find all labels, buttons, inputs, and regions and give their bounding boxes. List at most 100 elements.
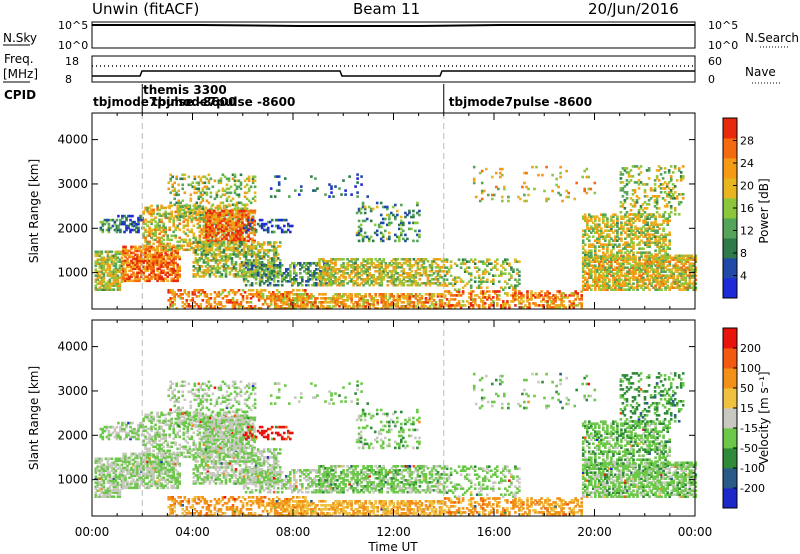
power-cell-507 [156,277,159,281]
power-cell-1679 [243,239,246,243]
power-cell-1195 [167,181,170,185]
power-cell-200 [99,228,103,232]
power-cell-1441 [247,199,251,203]
power-cell-253 [127,226,130,230]
power-cell-3902 [461,300,465,303]
power-cell-1611 [231,231,234,235]
power-cell-338 [130,279,133,283]
power-cell-2113 [262,255,266,258]
power-cell-1737 [253,221,256,225]
power-cell-362 [134,277,137,281]
power-cell-2118 [262,241,266,244]
power-cell-2546 [262,270,266,273]
power-cell-511 [156,267,159,271]
power-cell-3987 [506,292,509,295]
power-cell-749 [158,232,161,236]
power-cell-504 [154,251,157,255]
power-cell-110 [108,266,112,269]
power-cell-1496 [209,223,212,227]
power-cell-772 [162,238,165,242]
power-cell-1824 [208,275,212,278]
power-cell-1769 [196,245,200,248]
power-cell-1845 [212,265,216,268]
power-cell-1483 [207,225,210,229]
power-cell-1548 [219,235,222,239]
power-cell-1411 [237,195,241,199]
power-cell-358 [132,255,135,259]
power-cell-1233 [181,215,184,218]
power-cell-1468 [205,235,208,239]
power-cell-2223 [183,307,187,310]
power-cell-1365 [223,189,227,193]
power-cell-1841 [210,247,214,250]
power-cell-48 [100,270,104,273]
power-cell-149 [114,272,118,275]
power-cell-2226 [183,289,187,292]
power-cell-29 [98,282,102,285]
power-cell-279 [137,218,140,222]
power-cell-1527 [215,237,218,241]
power-cell-1347 [217,181,221,185]
power-cell-620 [172,249,175,253]
power-cell-2366 [249,301,253,304]
power-cell-3843 [410,227,413,231]
power-cell-3721 [442,270,446,273]
nave-label: Nave [745,65,776,79]
power-cell-1626 [233,215,236,219]
power-cell-1757 [194,251,198,254]
power-cell-1586 [225,209,228,213]
power-cell-943 [198,238,202,242]
power-cell-1920 [226,247,230,250]
power-cell-111 [108,264,112,267]
power-cell-2749 [250,226,254,230]
power-cell-144 [114,282,118,285]
power-cell-1868 [216,253,220,256]
power-cell-857 [180,212,183,216]
power-cell-414 [140,249,143,253]
power-cell-3494 [382,258,385,261]
power-cell-1723 [251,231,254,235]
date-title: 20/Jun/2016 [588,0,679,18]
cpid-label-3: tbjmode7pulse -8600 [449,95,592,109]
power-cell-3814 [396,213,399,217]
power-cell-122 [110,262,114,265]
power-cell-1656 [239,235,242,239]
power-cell-247 [123,214,126,218]
power-cell-1492 [209,231,212,235]
power-cell-4199 [467,266,471,269]
power-cell-1364 [223,193,227,197]
power-cell-730 [154,220,157,224]
power-cell-726 [154,230,157,234]
power-cell-2142 [268,249,272,252]
power-cell-230 [115,218,119,222]
power-cell-140 [112,260,116,263]
power-cell-440 [146,279,149,283]
power-cell-937 [196,226,200,230]
power-cell-446 [146,263,149,267]
power-cell-2104 [260,247,264,250]
power-cell-288 [122,277,125,281]
power-cell-534 [158,251,161,255]
power-cell-406 [140,269,143,273]
power-cell-1498 [209,219,212,223]
power-cell-1822 [206,251,210,254]
power-cell-277 [137,222,140,226]
power-cell-474 [150,263,153,267]
power-cell-429 [144,275,147,279]
power-cell-1501 [209,211,212,215]
power-cell-739 [156,222,159,226]
power-cell-1241 [183,213,187,216]
power-cell-740 [156,212,159,216]
power-cell-1256 [189,193,193,197]
power-cell-1555 [219,211,222,215]
power-cell-44 [100,280,104,283]
power-cell-1604 [229,213,232,217]
power-cell-1266 [193,185,197,189]
power-cell-1895 [222,265,226,268]
power-cell-1930 [228,241,232,244]
power-cell-3834 [404,233,407,237]
power-cell-1907 [224,267,228,270]
power-cell-1817 [206,263,210,266]
power-cell-1958 [234,253,238,256]
power-cell-4053 [540,290,543,293]
